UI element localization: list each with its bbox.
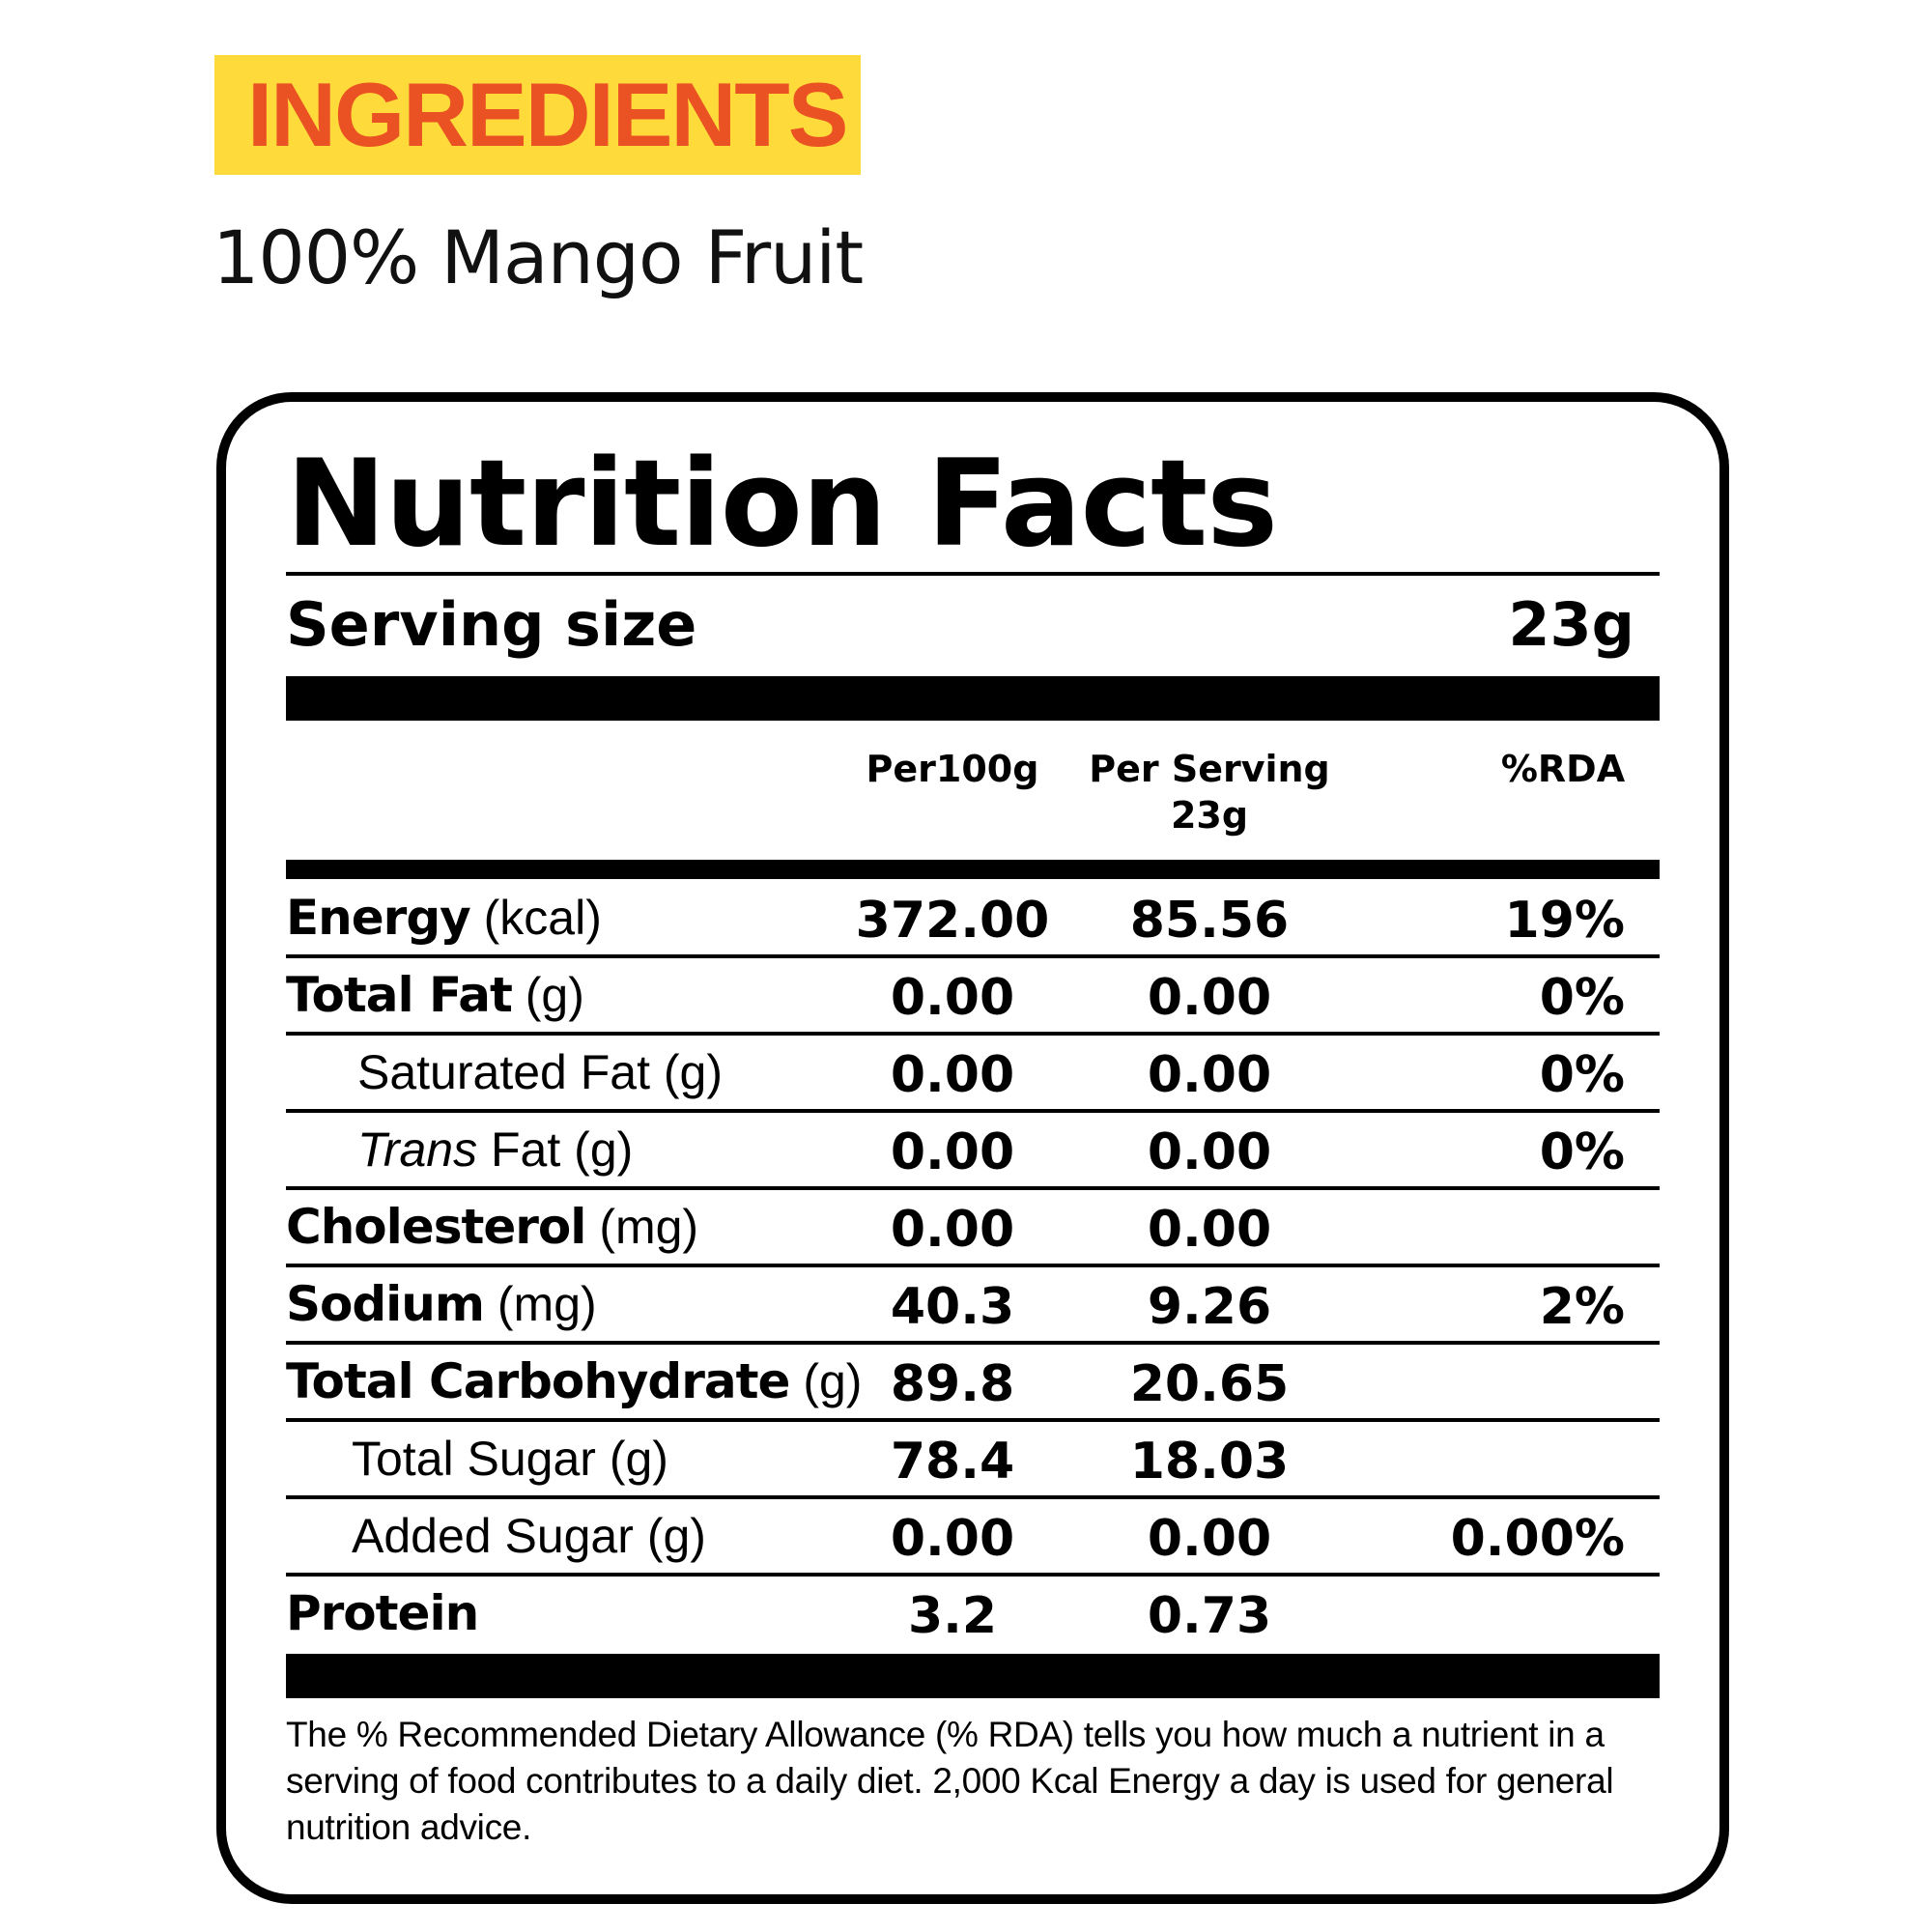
value-per100g: 0.00: [890, 969, 1015, 1027]
serving-size-value: 23g: [1508, 589, 1634, 660]
value-per100g: 0.00: [890, 1046, 1015, 1104]
row-divider: [286, 1341, 1660, 1345]
nutrition-title: Nutrition Facts: [286, 435, 1278, 574]
table-row: Total Sugar (g) 78.4 18.03: [286, 1420, 1660, 1497]
value-rda: 19%: [1504, 892, 1625, 950]
nutrient-unit: (g): [663, 1045, 723, 1099]
nutrient-name: Total Carbohydrate: [286, 1353, 790, 1409]
table-row: Added Sugar (g) 0.00 0.00 0.00%: [286, 1497, 1660, 1575]
nutrient-name: Added Sugar: [352, 1509, 634, 1563]
value-per100g: 78.4: [890, 1433, 1015, 1491]
bottom-thick-divider: [286, 1654, 1660, 1698]
value-rda: [1374, 1343, 1625, 1420]
value-per-serving: 20.65: [1129, 1355, 1290, 1413]
table-row: Saturated Fat (g) 0.00 0.00 0%: [286, 1034, 1660, 1111]
value-per100g: 3.2: [907, 1587, 998, 1645]
nutrition-facts: Nutrition Facts Serving size 23g Per100g…: [286, 0, 1660, 1932]
nutrient-name: Total Sugar: [352, 1432, 596, 1486]
nutrient-name: Cholesterol: [286, 1199, 586, 1255]
nutrient-unit: (kcal): [483, 891, 602, 945]
nutrient-name-italic: Trans: [357, 1122, 478, 1177]
table-row: Trans Fat (g) 0.00 0.00 0%: [286, 1111, 1660, 1188]
table-row: Total Carbohydrate (g) 89.8 20.65: [286, 1343, 1660, 1420]
nutrient-label: Total Sugar (g): [352, 1420, 668, 1497]
value-per-serving: 0.73: [1147, 1587, 1272, 1645]
value-per-serving: 0.00: [1147, 1510, 1272, 1568]
value-per100g: 40.3: [890, 1278, 1015, 1336]
nutrient-label: Saturated Fat (g): [357, 1034, 723, 1111]
nutrient-name: Sodium: [286, 1276, 485, 1332]
column-header-per-serving-line2: 23g: [1170, 794, 1249, 837]
nutrient-label: Total Carbohydrate (g): [286, 1343, 862, 1420]
value-per-serving: 18.03: [1129, 1433, 1290, 1491]
ingredients-heading: INGREDIENTS: [247, 64, 848, 165]
value-rda: 0.00%: [1450, 1510, 1625, 1568]
nutrient-unit: (g): [803, 1354, 863, 1408]
nutrient-label: Cholesterol (mg): [286, 1188, 698, 1265]
value-rda: 0%: [1539, 1123, 1625, 1181]
row-divider: [286, 1573, 1660, 1577]
value-rda: 0%: [1539, 1046, 1625, 1104]
nutrient-unit: (g): [574, 1122, 634, 1177]
row-divider: [286, 1032, 1660, 1036]
nutrient-name: Fat: [491, 1122, 561, 1177]
row-divider: [286, 1186, 1660, 1190]
value-per-serving: 0.00: [1147, 1123, 1272, 1181]
nutrient-unit: (g): [525, 968, 584, 1022]
nutrition-panel: [216, 392, 1729, 1904]
value-rda: [1374, 1188, 1625, 1265]
nutrient-name: Saturated Fat: [357, 1045, 650, 1099]
nutrient-label: Trans Fat (g): [357, 1111, 633, 1188]
nutrient-label: Sodium (mg): [286, 1265, 597, 1343]
thick-divider: [286, 676, 1660, 721]
nutrient-unit: (mg): [599, 1200, 699, 1254]
nutrient-label: Total Fat (g): [286, 956, 584, 1034]
value-per100g: 372.00: [855, 892, 1050, 950]
table-row: Energy (kcal) 372.00 85.56 19%: [286, 879, 1660, 956]
ingredients-text: 100% Mango Fruit: [213, 214, 864, 300]
value-per100g: 0.00: [890, 1201, 1015, 1259]
column-header-per-serving: Per Serving 23g: [1065, 746, 1354, 838]
table-row: Sodium (mg) 40.3 9.26 2%: [286, 1265, 1660, 1343]
row-divider: [286, 1418, 1660, 1422]
rda-footnote: The % Recommended Dietary Allowance (% R…: [286, 1715, 1614, 1847]
nutrient-unit: (g): [646, 1509, 706, 1563]
row-divider: [286, 954, 1660, 958]
nutrient-label: Added Sugar (g): [352, 1497, 706, 1575]
value-per-serving: 85.56: [1129, 892, 1290, 950]
row-divider: [286, 1109, 1660, 1113]
value-per-serving: 0.00: [1147, 1046, 1272, 1104]
table-row: Protein 3.2 0.73: [286, 1575, 1660, 1652]
value-per-serving: 0.00: [1147, 1201, 1272, 1259]
nutrient-label: Protein: [286, 1575, 479, 1652]
table-row: Total Fat (g) 0.00 0.00 0%: [286, 956, 1660, 1034]
nutrient-unit: (g): [609, 1432, 668, 1486]
value-rda: [1374, 1420, 1625, 1497]
header-divider: [286, 860, 1660, 879]
divider: [286, 572, 1660, 576]
column-header-rda: %RDA: [1500, 748, 1626, 790]
nutrient-name: Protein: [286, 1585, 479, 1641]
column-header-per100g: Per100g: [866, 748, 1039, 790]
nutrient-unit: (mg): [497, 1277, 597, 1331]
ingredients-badge: INGREDIENTS: [214, 55, 861, 175]
nutrient-label: Energy (kcal): [286, 879, 602, 956]
value-per-serving: 9.26: [1147, 1278, 1272, 1336]
value-per100g: 0.00: [890, 1510, 1015, 1568]
value-rda: [1374, 1575, 1625, 1652]
value-rda: 2%: [1539, 1278, 1625, 1336]
value-rda: 0%: [1539, 969, 1625, 1027]
row-divider: [286, 1495, 1660, 1499]
serving-size-label: Serving size: [286, 589, 697, 660]
value-per-serving: 0.00: [1147, 969, 1272, 1027]
table-row: Cholesterol (mg) 0.00 0.00: [286, 1188, 1660, 1265]
nutrient-name: Energy: [286, 890, 471, 946]
value-per100g: 89.8: [890, 1355, 1015, 1413]
nutrient-name: Total Fat: [286, 967, 513, 1023]
row-divider: [286, 1264, 1660, 1267]
column-header-per-serving-line1: Per Serving: [1089, 748, 1330, 790]
value-per100g: 0.00: [890, 1123, 1015, 1181]
